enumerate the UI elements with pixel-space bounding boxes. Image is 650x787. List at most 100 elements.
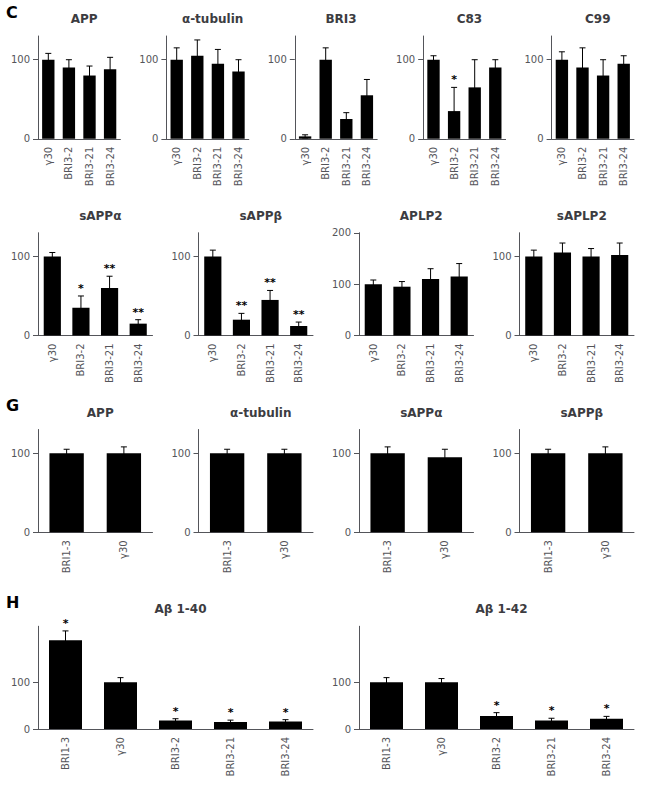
svg-text:sAPPβ: sAPPβ [560, 406, 603, 420]
svg-text:BRI3-21: BRI3-21 [546, 737, 557, 776]
svg-text:BRI3-24: BRI3-24 [614, 344, 625, 383]
svg-text:0: 0 [345, 724, 351, 735]
svg-text:BRI3-21: BRI3-21 [586, 344, 597, 383]
svg-text:C: C [6, 3, 18, 22]
svg-text:BRI3-21: BRI3-21 [225, 737, 236, 776]
svg-text:100: 100 [332, 677, 351, 688]
svg-text:BRI3-24: BRI3-24 [490, 147, 501, 186]
svg-text:γ30: γ30 [300, 147, 311, 166]
svg-text:0: 0 [345, 527, 351, 538]
svg-text:γ30: γ30 [115, 737, 126, 756]
svg-text:100: 100 [396, 54, 415, 65]
svg-text:BRI3-2: BRI3-2 [557, 344, 568, 377]
svg-text:100: 100 [492, 448, 511, 459]
svg-text:200: 200 [332, 227, 351, 238]
svg-text:*: * [78, 282, 84, 295]
svg-text:**: ** [104, 262, 116, 275]
svg-text:100: 100 [171, 448, 190, 459]
svg-text:sAPPβ: sAPPβ [239, 209, 282, 223]
svg-text:BRI3-2: BRI3-2 [396, 344, 407, 377]
svg-text:0: 0 [24, 133, 30, 144]
svg-text:0: 0 [184, 330, 190, 341]
svg-text:100: 100 [525, 54, 544, 65]
svg-text:γ30: γ30 [428, 147, 439, 166]
svg-text:**: ** [264, 276, 276, 289]
svg-text:0: 0 [505, 527, 511, 538]
svg-text:0: 0 [505, 330, 511, 341]
svg-text:Aβ 1-42: Aβ 1-42 [475, 602, 527, 616]
svg-text:BRI3-2: BRI3-2 [170, 737, 181, 770]
svg-text:BRI1-3: BRI1-3 [61, 540, 72, 573]
svg-text:BRI3-2: BRI3-2 [236, 344, 247, 377]
svg-text:γ30: γ30 [171, 147, 182, 166]
svg-text:*: * [604, 702, 610, 715]
svg-text:0: 0 [280, 133, 286, 144]
svg-text:100: 100 [492, 251, 511, 262]
svg-text:BRI3-21: BRI3-21 [469, 147, 480, 186]
svg-text:γ30: γ30 [47, 344, 58, 363]
svg-text:100: 100 [11, 677, 30, 688]
svg-text:0: 0 [24, 527, 30, 538]
svg-text:0: 0 [537, 133, 543, 144]
svg-text:0: 0 [184, 527, 190, 538]
svg-text:BRI3-2: BRI3-2 [491, 737, 502, 770]
svg-text:BRI3-24: BRI3-24 [618, 147, 629, 186]
svg-text:100: 100 [11, 54, 30, 65]
svg-text:γ30: γ30 [436, 737, 447, 756]
svg-text:γ30: γ30 [279, 540, 290, 559]
svg-text:*: * [173, 705, 179, 718]
svg-text:γ30: γ30 [43, 147, 54, 166]
svg-text:BRI3-24: BRI3-24 [233, 147, 244, 186]
svg-text:G: G [6, 396, 19, 415]
svg-text:BRI3-21: BRI3-21 [84, 147, 95, 186]
svg-text:BRI3-24: BRI3-24 [361, 147, 372, 186]
svg-text:BRI3-2: BRI3-2 [577, 147, 588, 180]
svg-text:100: 100 [11, 448, 30, 459]
svg-text:BRI3-21: BRI3-21 [212, 147, 223, 186]
svg-text:BRI3-24: BRI3-24 [133, 344, 144, 383]
svg-text:*: * [494, 699, 500, 712]
svg-text:*: * [63, 617, 69, 630]
svg-text:γ30: γ30 [439, 540, 450, 559]
svg-text:APLP2: APLP2 [400, 209, 443, 223]
svg-text:Aβ 1-40: Aβ 1-40 [154, 602, 206, 616]
svg-text:γ30: γ30 [368, 344, 379, 363]
svg-text:0: 0 [152, 133, 158, 144]
svg-text:BRI3-2: BRI3-2 [75, 344, 86, 377]
svg-text:BRI3-21: BRI3-21 [598, 147, 609, 186]
svg-text:BRI3-24: BRI3-24 [601, 737, 612, 776]
svg-text:α-tubulin: α-tubulin [230, 406, 291, 420]
svg-text:BRI3-2: BRI3-2 [320, 147, 331, 180]
svg-text:100: 100 [11, 251, 30, 262]
svg-text:BRI3-21: BRI3-21 [341, 147, 352, 186]
svg-text:BRI3-2: BRI3-2 [192, 147, 203, 180]
svg-text:C83: C83 [457, 12, 483, 26]
svg-text:*: * [549, 704, 555, 717]
svg-text:0: 0 [24, 330, 30, 341]
svg-text:BRI3-2: BRI3-2 [449, 147, 460, 180]
svg-text:BRI3-24: BRI3-24 [280, 737, 291, 776]
svg-text:BRI3-24: BRI3-24 [293, 344, 304, 383]
svg-text:BRI3-21: BRI3-21 [425, 344, 436, 383]
svg-text:100: 100 [139, 54, 158, 65]
svg-text:**: ** [293, 308, 305, 321]
svg-text:APP: APP [71, 12, 98, 26]
svg-text:γ30: γ30 [207, 344, 218, 363]
svg-text:**: ** [236, 299, 248, 312]
svg-text:*: * [283, 706, 289, 719]
svg-text:*: * [228, 706, 234, 719]
svg-text:γ30: γ30 [118, 540, 129, 559]
svg-text:100: 100 [332, 279, 351, 290]
svg-text:C99: C99 [585, 12, 611, 26]
svg-text:BRI3-21: BRI3-21 [265, 344, 276, 383]
svg-text:H: H [6, 593, 19, 612]
svg-text:0: 0 [345, 330, 351, 341]
svg-text:BRI3-2: BRI3-2 [63, 147, 74, 180]
svg-text:BRI1-3: BRI1-3 [543, 540, 554, 573]
svg-text:100: 100 [332, 448, 351, 459]
svg-text:BRI1-3: BRI1-3 [222, 540, 233, 573]
svg-text:0: 0 [409, 133, 415, 144]
svg-text:BRI3-21: BRI3-21 [104, 344, 115, 383]
svg-text:APP: APP [87, 406, 114, 420]
svg-text:BRI3-24: BRI3-24 [454, 344, 465, 383]
